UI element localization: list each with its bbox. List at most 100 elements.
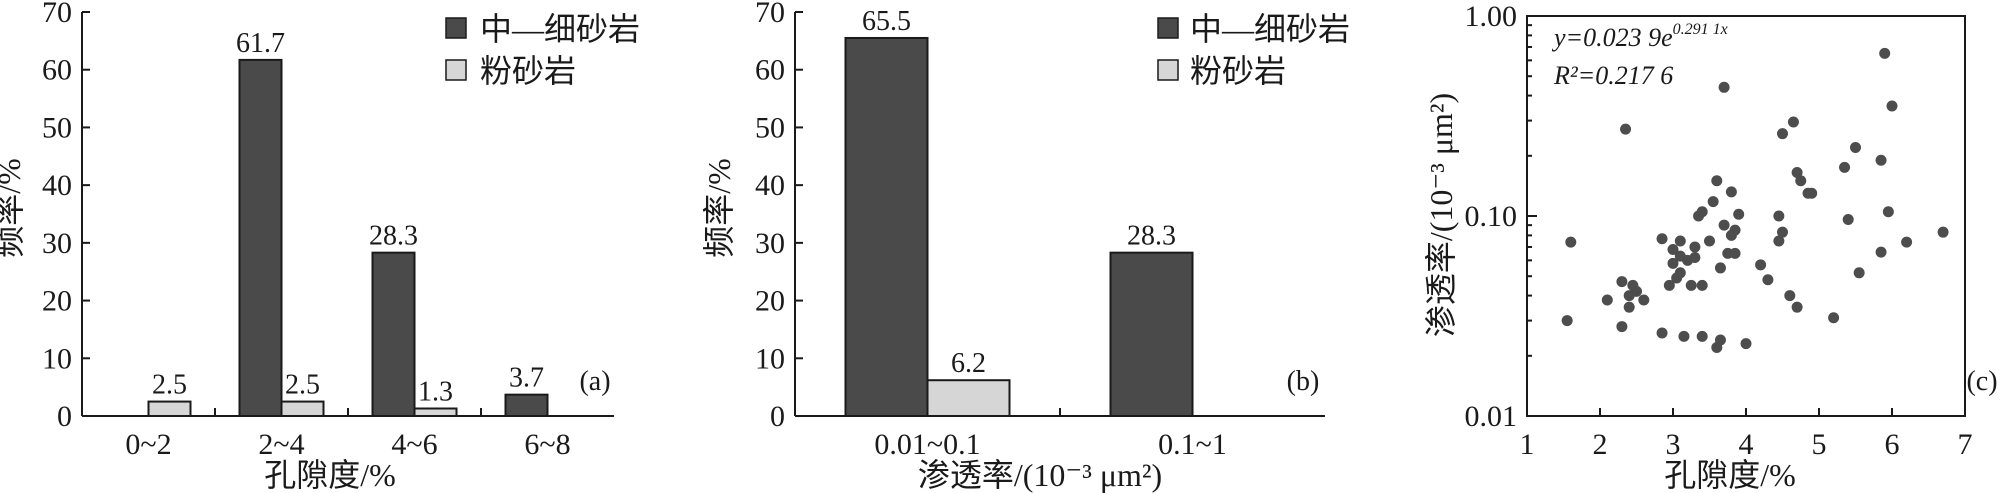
y-tick-label: 40	[42, 169, 72, 202]
scatter-point	[1696, 279, 1708, 291]
scatter-point	[1839, 161, 1851, 173]
y-tick-label: 40	[755, 169, 785, 202]
scatter-point	[1791, 167, 1803, 179]
scatter-point	[1729, 247, 1741, 259]
bar-sandstone	[371, 251, 416, 417]
bar-value-label: 6.2	[951, 348, 986, 379]
scatter-point	[1806, 187, 1818, 199]
panel-b-legend-swatch-siltstone	[1157, 59, 1179, 81]
bar-siltstone	[280, 400, 325, 418]
x-tick-label: 6~8	[524, 428, 570, 461]
panel-c-points	[1561, 47, 1949, 354]
panel-a-legend-label-sandstone: 中—细砂岩	[480, 11, 640, 47]
scatter-point	[1718, 81, 1730, 93]
bar-sandstone	[1109, 251, 1194, 417]
panel-c-y-axis-title: 渗透率/(10⁻³ μm²)	[1423, 93, 1459, 337]
panel-b-legend-label-siltstone: 粉砂岩	[1190, 53, 1286, 89]
x-tick-label: 7	[1958, 428, 1973, 461]
y-tick-label: 0	[770, 400, 785, 433]
panel-b-data-labels: 65.5 6.2 28.3	[862, 6, 1176, 379]
y-tick-label: 60	[42, 54, 72, 87]
scatter-point	[1725, 186, 1737, 198]
scatter-point	[1696, 206, 1708, 218]
y-tick-label: 0	[57, 400, 72, 433]
scatter-point	[1704, 235, 1715, 247]
scatter-point	[1565, 236, 1577, 248]
y-tick-label: 10	[755, 342, 785, 375]
bar-sandstone	[504, 393, 549, 418]
scatter-point	[1842, 214, 1854, 226]
panel-c-regression-equation: y=0.023 9e0.291 1x	[1551, 21, 1728, 52]
y-tick-label: 20	[755, 285, 785, 318]
bar-value-label: 3.7	[509, 363, 544, 394]
y-tick-label: 50	[755, 111, 785, 144]
scatter-point	[1879, 47, 1891, 59]
panel-a-tag: (a)	[579, 366, 610, 397]
scatter-point	[1678, 330, 1690, 342]
bar-value-label: 28.3	[1127, 221, 1176, 252]
y-tick-label: 0.01	[1465, 400, 1518, 433]
x-tick-label: 2	[1593, 428, 1608, 461]
x-tick-label: 1	[1520, 428, 1535, 461]
scatter-point	[1901, 236, 1913, 248]
scatter-point	[1853, 267, 1865, 279]
scatter-point	[1707, 196, 1719, 208]
scatter-point	[1714, 334, 1726, 346]
scatter-point	[1787, 116, 1799, 128]
panel-b-legend-label-sandstone: 中—细砂岩	[1190, 11, 1350, 47]
y-tick-label: 0.10	[1465, 200, 1518, 233]
bar-value-label: 61.7	[236, 28, 285, 59]
bar-sandstone	[844, 36, 929, 417]
x-tick-label: 0.1~1	[1158, 428, 1227, 461]
panel-a-legend-label-siltstone: 粉砂岩	[480, 53, 576, 89]
scatter-point	[1616, 276, 1628, 288]
scatter-point	[1755, 259, 1767, 271]
x-tick-label: 2~4	[258, 428, 304, 461]
panel-c-axes: 1 2 3 4 5 6 7 0.01 0.10 1.00	[1465, 0, 1973, 461]
scatter-point	[1777, 226, 1788, 238]
bar-value-label: 28.3	[369, 221, 418, 252]
scatter-point	[1601, 294, 1613, 306]
scatter-point	[1656, 327, 1668, 339]
bar-value-label: 1.3	[418, 376, 453, 407]
scatter-point	[1784, 290, 1796, 302]
panel-b-tag: (b)	[1287, 366, 1320, 397]
panel-a-y-axis-title: 频率/%	[0, 158, 27, 258]
panel-a-legend-swatch-siltstone	[445, 59, 467, 81]
scatter-point	[1714, 262, 1726, 274]
scatter-point	[1696, 330, 1708, 342]
bar-value-label: 2.5	[152, 370, 187, 401]
scatter-point	[1795, 175, 1807, 187]
panel-a-data-labels: 2.5 61.7 2.5 28.3 1.3 3.7	[152, 28, 544, 408]
panel-a-legend: 中—细砂岩 粉砂岩	[445, 11, 640, 89]
scatter-point	[1718, 219, 1730, 231]
panel-b-frequency-by-permeability: 0 10 20 30 40 50 60 70 0.01~0.1 0.1~1 65.5 6.2 28.3…	[701, 0, 1350, 493]
x-tick-label: 6	[1885, 428, 1900, 461]
scatter-point	[1711, 175, 1723, 187]
scatter-point	[1656, 233, 1668, 245]
x-tick-label: 4~6	[391, 428, 437, 461]
y-tick-label: 50	[42, 111, 72, 144]
x-tick-label: 5	[1812, 428, 1827, 461]
scatter-point	[1791, 301, 1803, 313]
scatter-point	[1638, 294, 1650, 306]
panel-b-y-axis-title: 频率/%	[701, 158, 737, 258]
scatter-point	[1850, 142, 1861, 154]
scatter-point	[1631, 285, 1642, 297]
scatter-point	[1674, 267, 1686, 279]
panel-c-r-squared: R²=0.217 6	[1553, 61, 1673, 90]
y-tick-label: 10	[42, 342, 72, 375]
bar-value-label: 65.5	[862, 6, 911, 37]
bar-siltstone	[413, 407, 458, 417]
scatter-point	[1667, 257, 1679, 269]
scatter-point	[1620, 123, 1632, 135]
scatter-point	[1762, 274, 1774, 286]
x-tick-label: 4	[1739, 428, 1754, 461]
scatter-point	[1667, 243, 1679, 255]
bar-sandstone	[238, 58, 283, 417]
panel-b-axes: 0 10 20 30 40 50 60 70 0.01~0.1 0.1~1	[755, 0, 1325, 461]
y-tick-label: 60	[755, 54, 785, 87]
scatter-point	[1616, 321, 1628, 333]
panel-a-x-axis-title: 孔隙度/%	[264, 457, 396, 493]
panel-a-legend-swatch-sandstone	[445, 17, 467, 39]
